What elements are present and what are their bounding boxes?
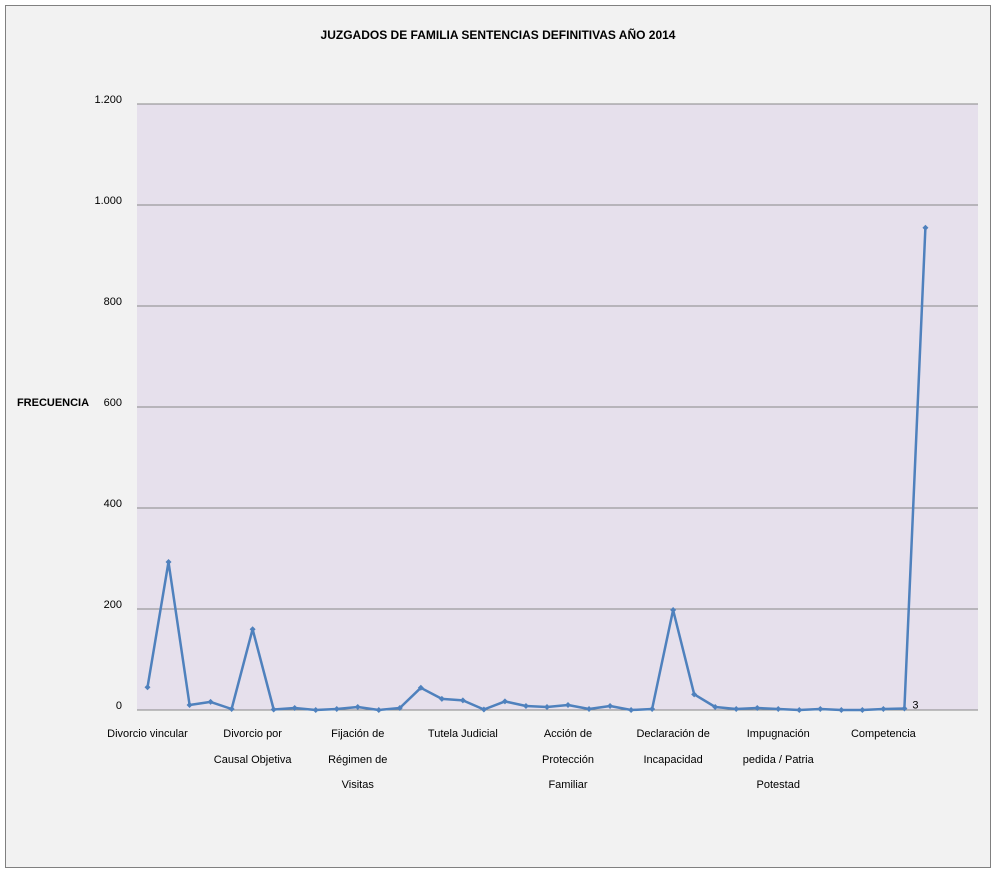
- marker: [165, 559, 172, 566]
- marker: [733, 705, 740, 712]
- marker: [628, 707, 635, 713]
- y-tick-label: 400: [104, 498, 122, 510]
- marker: [144, 684, 151, 691]
- y-tick-label: 1.200: [94, 94, 122, 106]
- marker: [838, 707, 845, 713]
- x-tick-label: Fijación de Régimen de Visitas: [328, 728, 388, 791]
- marker: [354, 703, 361, 710]
- marker: [480, 706, 487, 713]
- x-tick-label: Acción de Protección Familiar: [542, 728, 594, 791]
- x-tick-label: Divorcio por Causal Objetiva: [213, 728, 292, 766]
- marker: [543, 703, 550, 710]
- marker: [670, 607, 677, 614]
- x-tick-label: Declaración de Incapacidad: [636, 728, 710, 766]
- marker: [333, 705, 340, 712]
- marker: [796, 707, 803, 713]
- marker: [586, 705, 593, 712]
- marker: [901, 705, 908, 712]
- chart-title: JUZGADOS DE FAMILIA SENTENCIAS DEFINITIV…: [321, 27, 676, 42]
- marker: [817, 705, 824, 712]
- x-tick-label: Competencia: [850, 728, 916, 740]
- marker: [207, 698, 214, 705]
- y-tick-label: 200: [104, 599, 122, 611]
- marker: [775, 705, 782, 712]
- marker: [459, 697, 466, 704]
- marker: [291, 704, 298, 711]
- marker: [186, 701, 193, 708]
- y-tick-label: 800: [104, 296, 122, 308]
- marker: [859, 707, 866, 713]
- marker: [712, 703, 719, 710]
- data-label: 3: [912, 699, 918, 711]
- marker: [270, 706, 277, 713]
- marker: [880, 705, 887, 712]
- marker: [438, 695, 445, 702]
- marker: [249, 626, 256, 633]
- marker: [396, 704, 403, 711]
- marker: [375, 707, 382, 713]
- marker: [649, 705, 656, 712]
- marker: [691, 691, 698, 698]
- line: [146, 227, 927, 712]
- marker: [754, 704, 761, 711]
- marker: [565, 701, 572, 708]
- y-tick-label: 600: [104, 397, 122, 409]
- marker: [312, 707, 319, 713]
- marker: [522, 702, 529, 709]
- y-tick-label: 1.000: [94, 195, 122, 207]
- x-tick-label: Tutela Judicial: [427, 728, 498, 740]
- marker: [922, 224, 929, 231]
- x-tick-label: Divorcio vincular: [107, 728, 188, 740]
- marker: [228, 705, 235, 712]
- x-tick-label: Impugnación pedida / Patria Potestad: [742, 728, 814, 791]
- marker: [417, 684, 424, 691]
- marker: [501, 698, 508, 705]
- marker: [607, 702, 614, 709]
- y-axis-label: FRECUENCIA: [17, 397, 89, 409]
- y-tick-label: 0: [116, 700, 122, 712]
